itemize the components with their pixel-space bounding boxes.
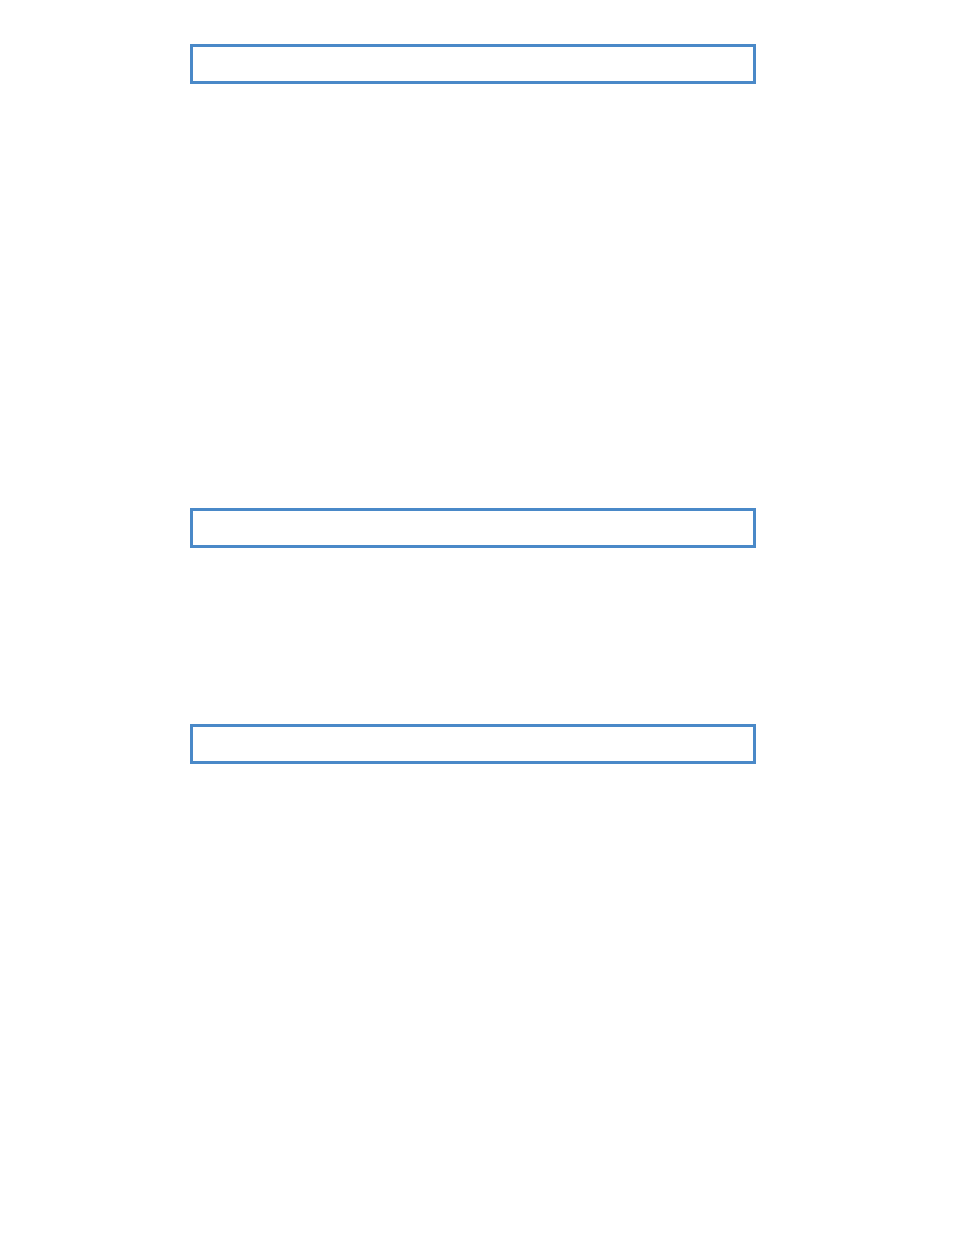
rectangle-box-2 — [190, 508, 756, 548]
rectangle-box-1 — [190, 44, 756, 84]
rectangle-box-3 — [190, 724, 756, 764]
